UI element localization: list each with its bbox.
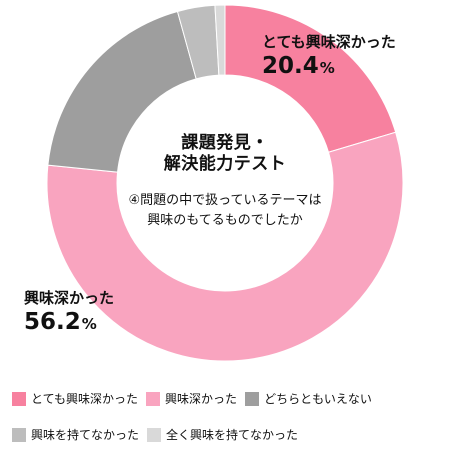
legend-item-not-interested-at-all: 全く興味を持てなかった [147,427,298,443]
legend-swatch-neutral [245,392,260,406]
legend-label-not-interested: 興味を持てなかった [31,428,140,442]
slice-label-very-interesting-percent: 20.4% [262,52,396,82]
slice-label-interesting: 興味深かった 56.2% [24,288,114,338]
slice-label-very-interesting-unit: % [319,59,335,77]
slice-interesting [46,131,404,362]
legend-swatch-very-interesting [12,392,26,406]
slice-label-interesting-percent: 56.2% [24,308,114,338]
slice-label-very-interesting-value: 20.4 [262,53,319,79]
legend-label-neutral: どちらともいえない [264,392,372,406]
slice-very-interesting [224,4,397,153]
legend-item-very-interesting: とても興味深かった [12,391,138,407]
legend-item-interesting: 興味深かった [146,391,237,407]
legend-label-not-interested-at-all: 全く興味を持てなかった [166,428,299,442]
legend-label-very-interesting: とても興味深かった [31,392,139,406]
slice-label-interesting-unit: % [81,315,97,333]
chart-legend: とても興味深かった 興味深かった どちらともいえない 興味を持てなかった 全く興… [12,387,442,459]
chart-title-line-2: 解決能力テスト [163,154,287,174]
legend-row-2: 興味を持てなかった 全く興味を持てなかった [12,423,442,447]
slice-label-interesting-value: 56.2 [24,309,81,335]
legend-swatch-not-interested [12,428,26,442]
chart-subtitle-line-1: ④問題の中で扱っているテーマは [128,193,322,208]
legend-row-1: とても興味深かった 興味深かった どちらともいえない [12,387,442,411]
legend-swatch-not-interested-at-all [147,428,162,442]
legend-label-interesting: 興味深かった [165,392,238,406]
slice-label-interesting-category: 興味深かった [24,289,115,307]
slice-label-very-interesting: とても興味深かった 20.4% [262,32,396,82]
legend-swatch-interesting [146,392,161,406]
legend-item-neutral: どちらともいえない [245,391,372,407]
chart-subtitle-line-2: 興味のもてるものでしたか [147,213,303,228]
legend-item-not-interested: 興味を持てなかった [12,427,139,443]
slice-neutral [47,10,197,173]
chart-title-line-1: 課題発見・ [181,133,269,153]
slice-label-very-interesting-category: とても興味深かった [262,33,396,51]
slice-not-interested-at-all [214,4,226,76]
